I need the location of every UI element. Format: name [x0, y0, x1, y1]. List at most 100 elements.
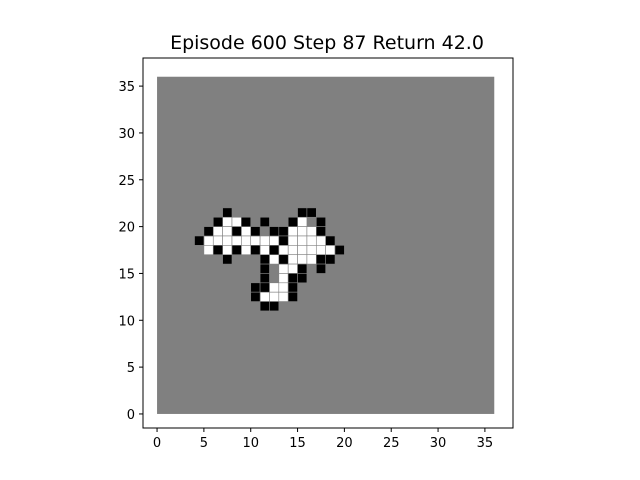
explored-cell [278, 273, 289, 284]
frontier-cell [287, 216, 298, 227]
frontier-cell [250, 245, 261, 256]
explored-cell [212, 226, 223, 237]
explored-cell [269, 282, 280, 293]
explored-cell [269, 235, 280, 246]
frontier-cell [259, 301, 270, 312]
frontier-cell [315, 263, 326, 274]
frontier-cell [222, 254, 233, 265]
explored-cell [269, 291, 280, 302]
frontier-cell [278, 254, 289, 265]
y-tick-label: 25 [118, 174, 135, 189]
explored-cell [241, 245, 252, 256]
explored-cell [250, 235, 261, 246]
explored-cell [259, 291, 270, 302]
explored-cell [278, 245, 289, 256]
y-tick-label: 30 [118, 127, 135, 142]
explored-cell [325, 245, 336, 256]
y-tick-label: 5 [127, 361, 135, 376]
frontier-cell [278, 226, 289, 237]
explored-cell [287, 226, 298, 237]
x-axis: 0 5 10 15 20 25 30 35 [153, 428, 493, 451]
x-tick-label: 25 [383, 436, 400, 451]
explored-cell [306, 254, 317, 265]
explored-cell [212, 235, 223, 246]
explored-cell [222, 216, 233, 227]
y-tick-label: 0 [127, 408, 135, 423]
frontier-cell [269, 301, 280, 312]
frontier-cell [325, 235, 336, 246]
frontier-cell [315, 254, 326, 265]
frontier-cell [250, 226, 261, 237]
explored-cell [297, 254, 308, 265]
frontier-cell [297, 273, 308, 284]
frontier-cell [269, 245, 280, 256]
x-tick-label: 20 [336, 436, 353, 451]
frontier-cell [297, 263, 308, 274]
explored-cell [297, 216, 308, 227]
explored-cell [287, 235, 298, 246]
frontier-cell [259, 263, 270, 274]
explored-cell [306, 245, 317, 256]
frontier-cell [287, 282, 298, 293]
x-tick-label: 10 [242, 436, 259, 451]
explored-cell [259, 235, 270, 246]
explored-cell [241, 226, 252, 237]
frontier-cell [203, 226, 214, 237]
explored-cell [287, 263, 298, 274]
explored-cell [287, 245, 298, 256]
explored-cell [259, 245, 270, 256]
plot-area [157, 76, 495, 414]
explored-cell [231, 216, 242, 227]
frontier-cell [287, 273, 298, 284]
y-tick-label: 35 [118, 80, 135, 95]
frontier-cell [250, 282, 261, 293]
frontier-cell [278, 235, 289, 246]
explored-cell [241, 235, 252, 246]
frontier-cell [241, 216, 252, 227]
y-tick-label: 15 [118, 267, 135, 282]
frontier-cell [287, 291, 298, 302]
frontier-cell [212, 245, 223, 256]
frontier-cell [212, 216, 223, 227]
frontier-cell [259, 282, 270, 293]
x-tick-label: 15 [289, 436, 306, 451]
frontier-cell [231, 226, 242, 237]
frontier-cell [297, 207, 308, 218]
explored-cell [222, 245, 233, 256]
x-tick-label: 35 [477, 436, 494, 451]
frontier-cell [259, 216, 270, 227]
explored-cell [269, 254, 280, 265]
explored-cell [297, 245, 308, 256]
explored-cell [278, 263, 289, 274]
explored-cell [203, 235, 214, 246]
frontier-cell [269, 226, 280, 237]
frontier-cell [306, 207, 317, 218]
plot-title: Episode 600 Step 87 Return 42.0 [170, 32, 484, 54]
frontier-cell [250, 291, 261, 302]
frontier-cell [194, 235, 205, 246]
explored-cell [306, 226, 317, 237]
explored-cell [287, 254, 298, 265]
x-tick-label: 5 [200, 436, 208, 451]
frontier-cell [259, 273, 270, 284]
explored-cell [231, 235, 242, 246]
explored-cell [278, 291, 289, 302]
frontier-cell [315, 226, 326, 237]
explored-cell [315, 235, 326, 246]
frontier-cell [325, 254, 336, 265]
y-tick-label: 10 [118, 314, 135, 329]
frontier-cell [222, 207, 233, 218]
axes-frame [142, 57, 514, 429]
explored-cell [203, 245, 214, 256]
x-tick-label: 30 [430, 436, 447, 451]
frontier-cell [259, 254, 270, 265]
y-axis: 0 5 10 15 20 25 30 35 [118, 80, 143, 423]
explored-cell [222, 226, 233, 237]
explored-cell [222, 235, 233, 246]
frontier-cell [334, 245, 345, 256]
explored-cell [306, 235, 317, 246]
explored-cell [297, 235, 308, 246]
y-tick-label: 20 [118, 221, 135, 236]
explored-cell [278, 282, 289, 293]
